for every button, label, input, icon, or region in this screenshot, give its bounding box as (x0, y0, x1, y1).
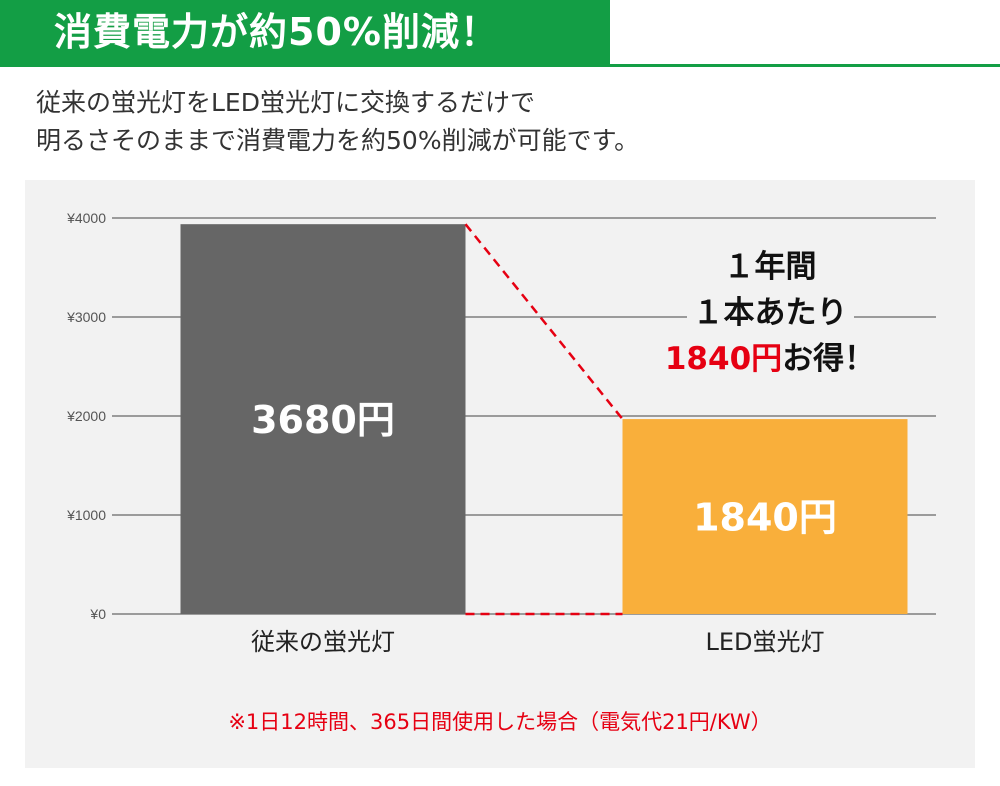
y-tick-label: ¥0 (89, 606, 106, 622)
y-tick-label: ¥2000 (66, 408, 106, 424)
footnote: ※1日12時間、365日間使用した場合（電気代21円/KW） (228, 710, 772, 734)
savings-callout: １年間 １本あたり 1840円お得！ (630, 244, 910, 382)
description-line-2: 明るさそのままで消費電力を約50%削減が可能です。 (36, 126, 640, 155)
callout-line-2: １本あたり (686, 295, 854, 331)
callout-amount: 1840円 (664, 341, 783, 377)
header-bar (0, 0, 610, 64)
y-tick-label: ¥1000 (66, 507, 106, 523)
bar-2 (622, 419, 908, 614)
header-underline (0, 64, 1000, 67)
connector-top (464, 223, 624, 420)
bar-1 (180, 224, 466, 614)
y-tick-label: ¥3000 (66, 309, 106, 325)
description-line-1: 従来の蛍光灯をLED蛍光灯に交換するだけで (36, 88, 535, 117)
callout-suffix: お得！ (782, 341, 876, 377)
bar-value-label: 3680円 (251, 398, 395, 442)
x-category-label: 従来の蛍光灯 (251, 628, 395, 656)
bar-value-label: 1840円 (693, 496, 837, 540)
page-title: 消費電力が約50%削減！ (54, 10, 499, 54)
x-category-label: LED蛍光灯 (705, 628, 824, 656)
callout-line-1: １年間 (723, 249, 817, 285)
y-tick-label: ¥4000 (66, 210, 106, 226)
